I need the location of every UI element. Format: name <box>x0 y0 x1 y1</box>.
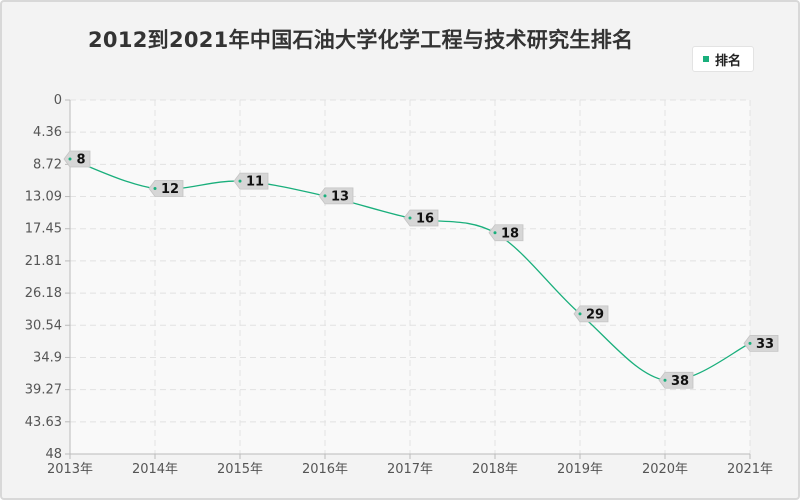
y-tick-label: 13.09 <box>25 190 62 205</box>
x-tick-label: 2016年 <box>302 462 348 477</box>
data-point <box>663 378 667 382</box>
y-tick-label: 4.36 <box>33 125 62 140</box>
y-tick-label: 30.54 <box>25 318 62 333</box>
data-point <box>493 231 497 235</box>
legend-marker-icon <box>703 56 709 62</box>
y-tick-label: 39.27 <box>25 383 62 398</box>
x-tick-label: 2018年 <box>472 462 518 477</box>
data-point <box>323 194 327 198</box>
data-point <box>748 341 752 345</box>
data-label: 12 <box>161 182 179 197</box>
data-label: 11 <box>246 175 264 190</box>
data-point <box>238 179 242 183</box>
data-label: 33 <box>756 337 774 352</box>
x-tick-label: 2017年 <box>387 462 433 477</box>
y-tick-label: 43.63 <box>25 415 62 430</box>
y-tick-label: 0 <box>54 93 62 108</box>
data-label-background <box>573 305 609 323</box>
data-label: 29 <box>586 307 604 322</box>
x-tick-label: 2015年 <box>217 462 263 477</box>
data-point <box>408 216 412 220</box>
data-label-background <box>318 187 354 205</box>
data-label: 18 <box>501 226 519 241</box>
data-label-background <box>63 150 91 168</box>
y-tick-label: 8.72 <box>33 157 62 172</box>
data-label: 13 <box>331 189 349 204</box>
x-tick-label: 2014年 <box>132 462 178 477</box>
data-label: 38 <box>671 374 689 389</box>
y-tick-label: 17.45 <box>25 222 62 237</box>
x-tick-label: 2021年 <box>727 462 773 477</box>
legend[interactable]: 排名 <box>692 46 754 72</box>
data-point <box>68 157 72 161</box>
y-tick-label: 26.18 <box>25 286 62 301</box>
legend-label: 排名 <box>715 54 742 69</box>
data-label: 8 <box>76 153 85 168</box>
chart-title: 2012到2021年中国石油大学化学工程与技术研究生排名 <box>88 28 634 52</box>
x-tick-label: 2013年 <box>47 462 93 477</box>
data-label-background <box>743 334 779 352</box>
data-point <box>153 187 157 190</box>
data-label-background <box>148 180 184 197</box>
y-tick-label: 21.81 <box>25 254 62 269</box>
data-label-background <box>233 172 269 190</box>
y-tick-label: 34.9 <box>33 350 62 365</box>
data-label-layer: 8 12 11 13 16 18 29 38 33 <box>63 150 779 389</box>
data-label-background <box>658 371 694 389</box>
data-label-background <box>403 209 439 227</box>
data-label: 16 <box>416 212 434 227</box>
data-point <box>578 312 582 316</box>
axis-layer: 0 4.36 8.72 13.09 17.45 21.81 26.18 30.54 34.9 39… <box>25 93 773 477</box>
x-tick-label: 2020年 <box>642 462 688 477</box>
y-tick-label: 48 <box>45 447 62 462</box>
data-label-background <box>488 224 524 242</box>
x-tick-label: 2019年 <box>557 462 603 477</box>
